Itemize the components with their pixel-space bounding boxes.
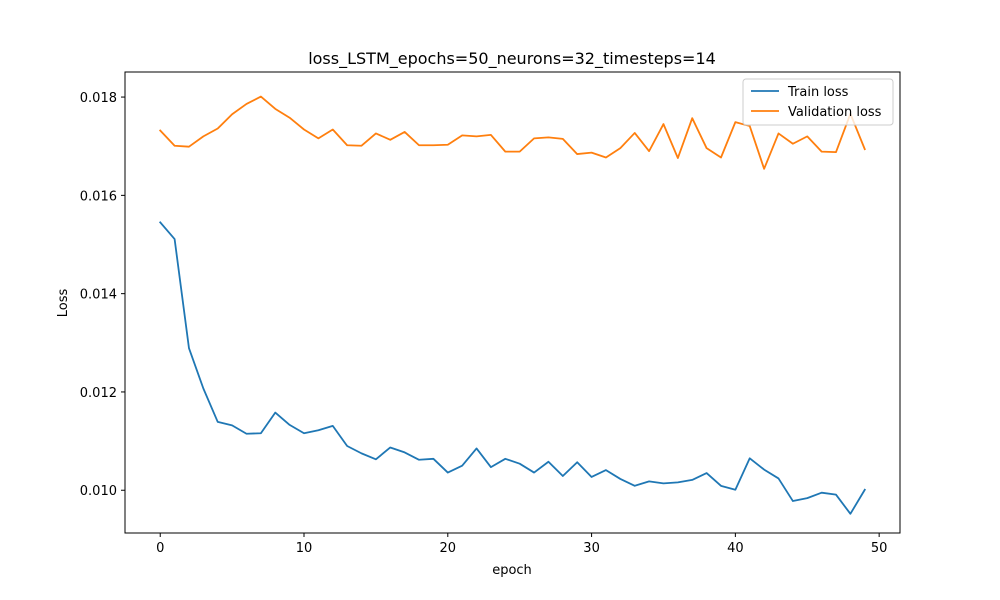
chart-title: loss_LSTM_epochs=50_neurons=32_timesteps… bbox=[308, 49, 716, 69]
y-tick-label: 0.016 bbox=[80, 189, 117, 204]
y-tick-label: 0.010 bbox=[80, 484, 117, 499]
x-tick-label: 50 bbox=[871, 541, 888, 556]
y-axis: 0.010 0.012 0.014 0.016 0.018 bbox=[80, 91, 125, 499]
legend: Train loss Validation loss bbox=[742, 78, 894, 126]
y-tick-label: 0.018 bbox=[80, 91, 117, 106]
x-tick-label: 40 bbox=[727, 541, 744, 556]
legend-box bbox=[742, 78, 894, 126]
plot-frame bbox=[124, 71, 901, 534]
legend-label: Train loss bbox=[787, 85, 849, 100]
x-tick-label: 30 bbox=[583, 541, 600, 556]
x-tick-label: 20 bbox=[440, 541, 457, 556]
x-tick-label: 0 bbox=[156, 541, 164, 556]
series-line-train-loss bbox=[158, 221, 867, 515]
x-axis-title: epoch bbox=[492, 563, 532, 578]
x-axis: 0 10 20 30 40 50 bbox=[156, 533, 887, 556]
x-tick-label: 10 bbox=[296, 541, 313, 556]
y-axis-title: Loss bbox=[56, 289, 71, 318]
y-tick-label: 0.014 bbox=[80, 288, 117, 303]
legend-label: Validation loss bbox=[788, 105, 882, 120]
y-tick-label: 0.012 bbox=[80, 386, 117, 401]
